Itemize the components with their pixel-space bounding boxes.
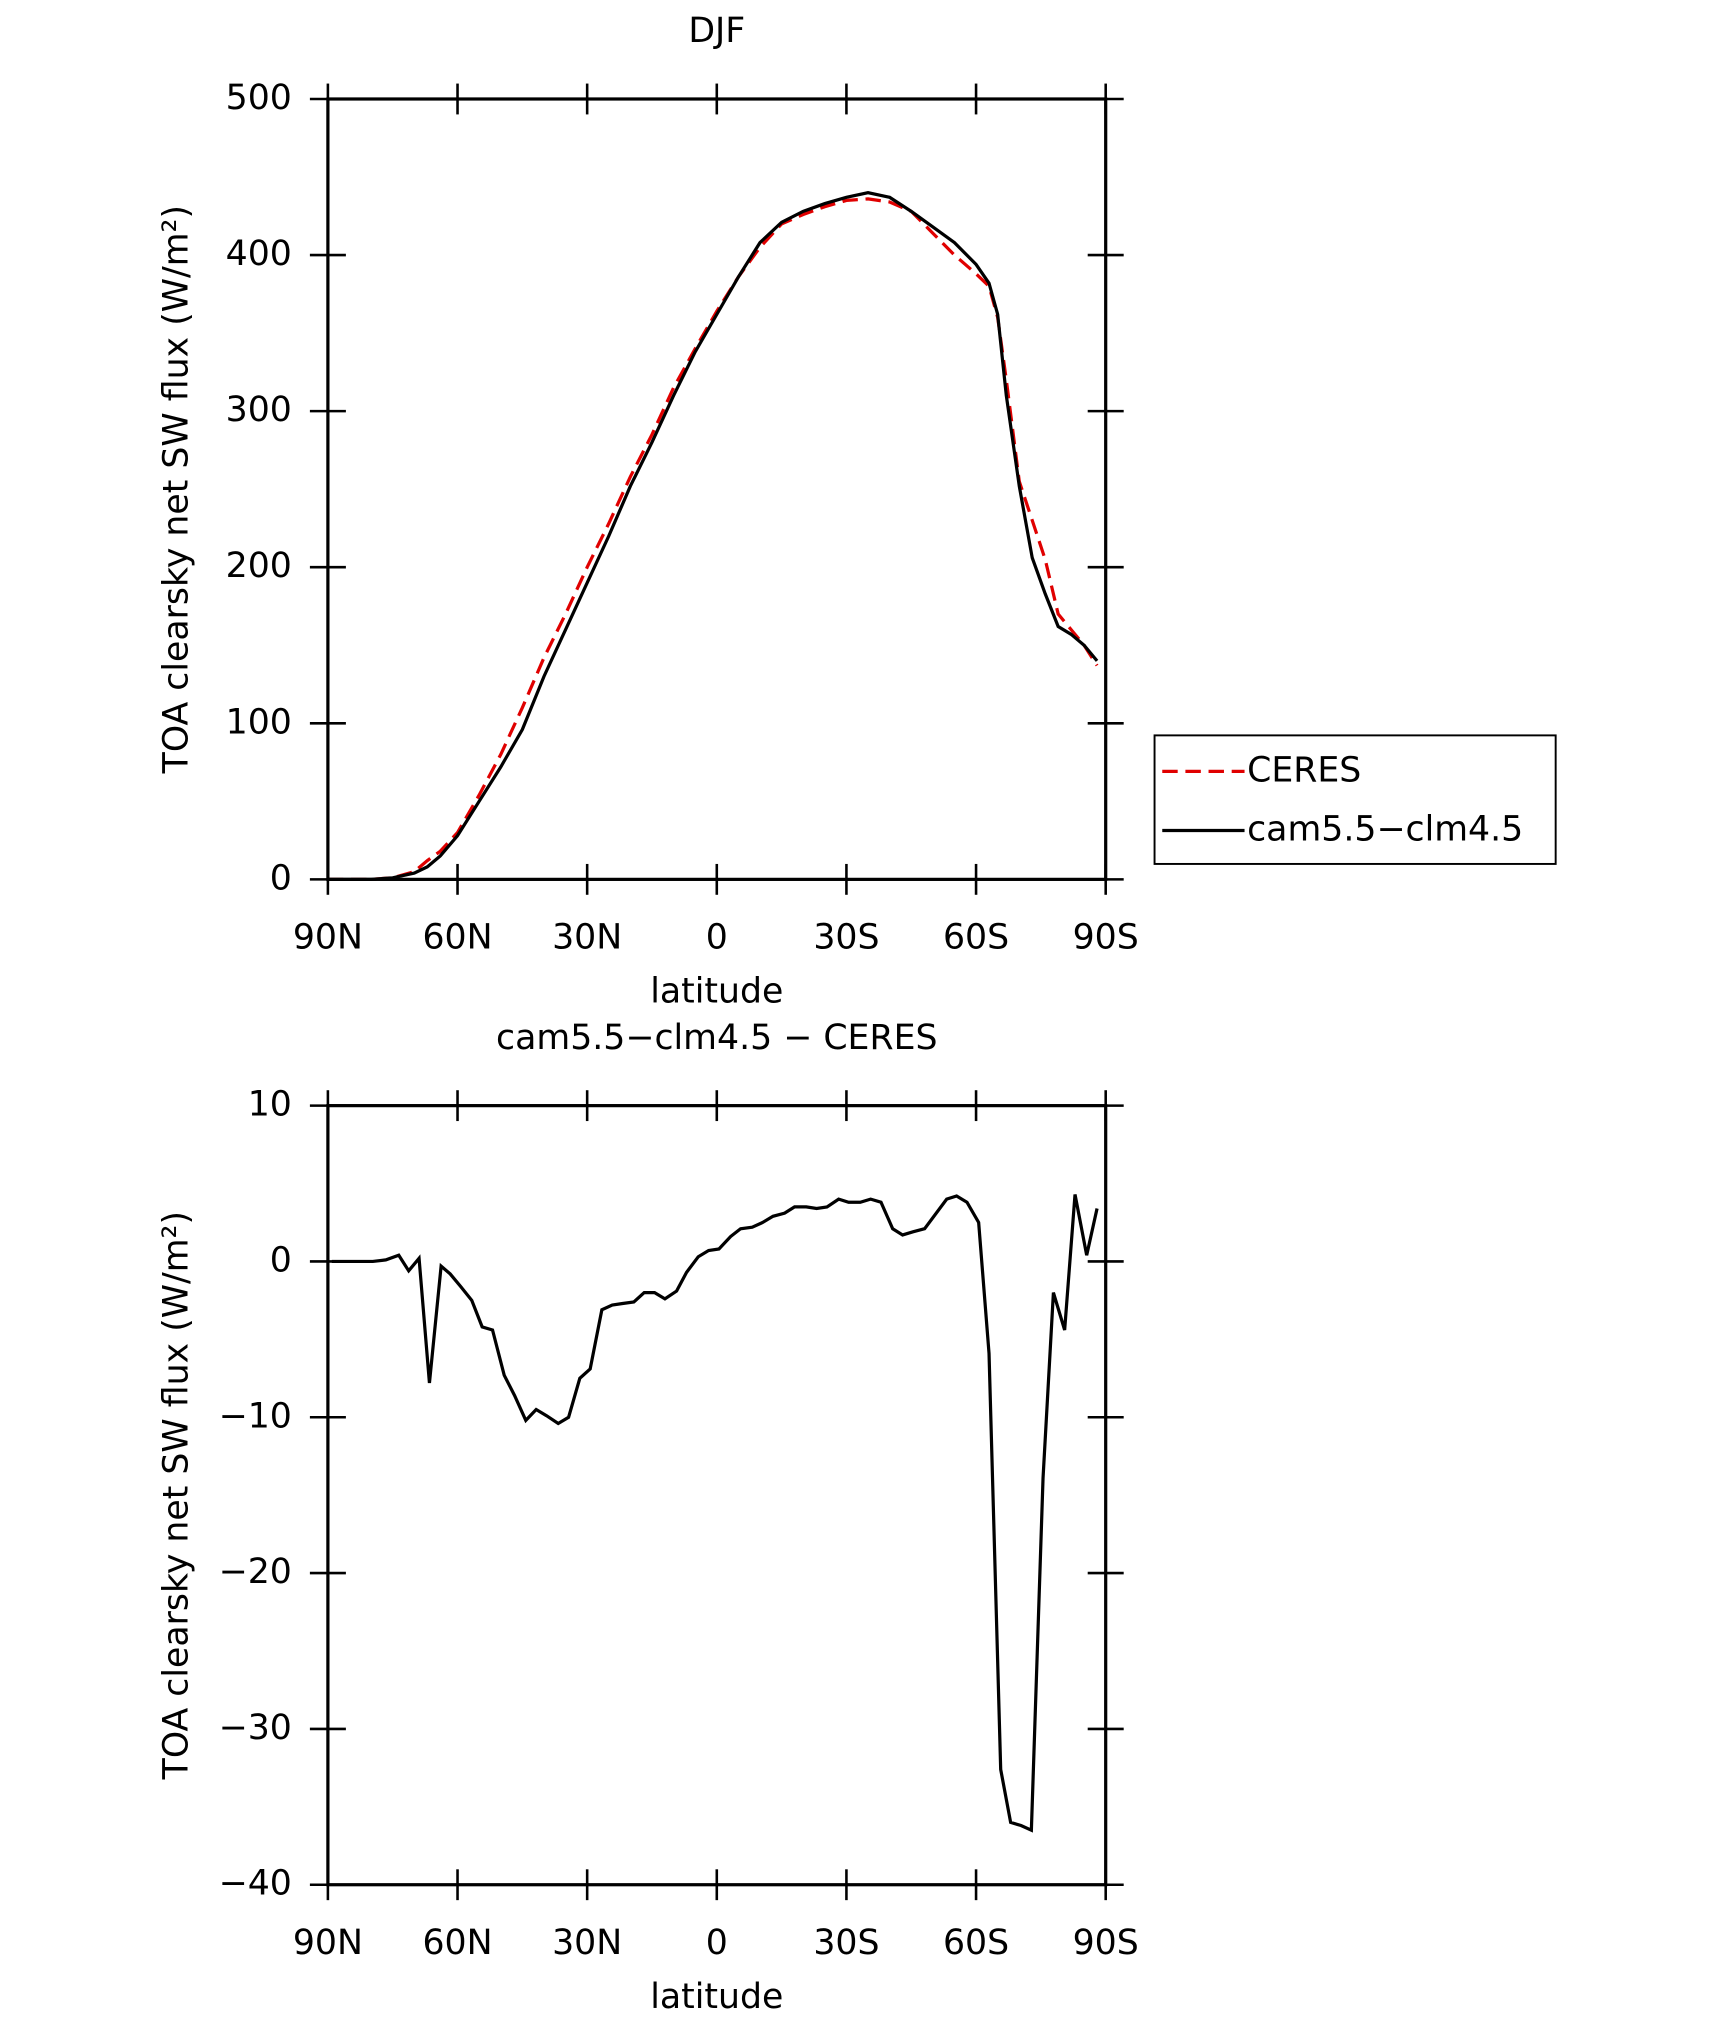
x-tick-label: 90N (293, 1923, 363, 1963)
y-tick-label: 0 (270, 858, 292, 898)
y-tick-label: 0 (270, 1240, 292, 1280)
x-tick-label: 90S (1073, 918, 1139, 958)
y-tick-label: −40 (219, 1864, 292, 1904)
x-tick-label: 60S (943, 918, 1009, 958)
x-tick-label: 0 (706, 1923, 728, 1963)
y-tick-label: −20 (219, 1552, 292, 1592)
data-line (331, 1194, 1099, 1833)
data-line (327, 190, 1099, 881)
x-axis-label: latitude (650, 972, 783, 1012)
x-tick-label: 30N (552, 918, 622, 958)
plot-frame (326, 1104, 1108, 1887)
y-tick-label: 400 (226, 234, 292, 274)
legend-box (1153, 734, 1557, 865)
x-tick-label: 90N (293, 918, 363, 958)
y-axis-label: TOA clearsky net SW flux (W/m²) (156, 1211, 196, 1780)
chart-title: DJF (688, 11, 745, 51)
x-tick-label: 0 (706, 918, 728, 958)
y-tick-label: −30 (219, 1708, 292, 1748)
x-tick-label: 60N (422, 918, 492, 958)
plot-frame (326, 97, 1108, 881)
legend-label: cam5.5−clm4.5 (1247, 810, 1523, 850)
y-tick-label: 100 (226, 702, 292, 742)
x-tick-label: 60S (943, 1923, 1009, 1963)
y-tick-label: −10 (219, 1396, 292, 1436)
y-tick-label: 500 (226, 78, 292, 118)
legend-label: CERES (1247, 750, 1361, 790)
x-tick-label: 60N (422, 1923, 492, 1963)
y-tick-label: 10 (248, 1085, 292, 1125)
y-tick-label: 200 (226, 546, 292, 586)
x-tick-label: 30S (813, 1923, 879, 1963)
y-axis-label: TOA clearsky net SW flux (W/m²) (156, 205, 196, 774)
chart-title: cam5.5−clm4.5 − CERES (496, 1018, 938, 1058)
data-line (327, 197, 1099, 881)
y-tick-label: 300 (226, 390, 292, 430)
x-tick-label: 90S (1073, 1923, 1139, 1963)
x-axis-label: latitude (650, 1977, 783, 2017)
x-tick-label: 30N (552, 1923, 622, 1963)
x-tick-label: 30S (813, 918, 879, 958)
